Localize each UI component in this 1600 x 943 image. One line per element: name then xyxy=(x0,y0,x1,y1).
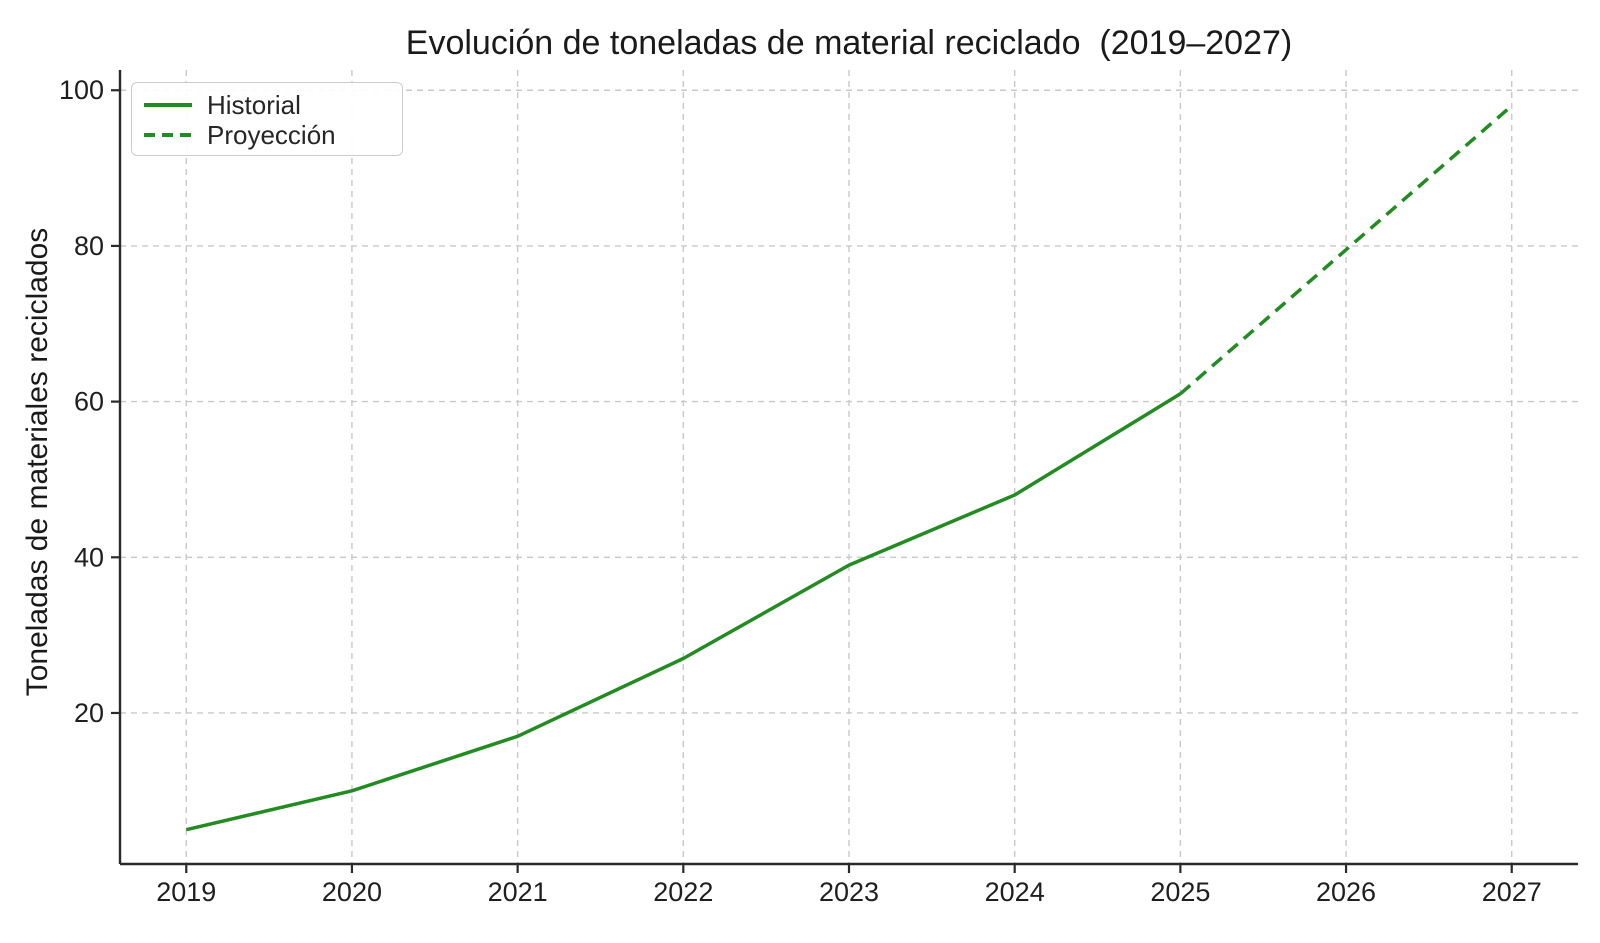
legend: Historial Proyección xyxy=(131,82,403,156)
x-tick-label: 2019 xyxy=(156,877,216,907)
historial-line xyxy=(185,392,1182,832)
x-tick-label: 2027 xyxy=(1482,877,1542,907)
legend-label-proyeccion: Proyección xyxy=(207,120,336,150)
chart-title: Evolución de toneladas de material recic… xyxy=(405,24,1293,62)
y-tick-label: 100 xyxy=(59,75,104,105)
gridlines xyxy=(120,70,1578,864)
legend-item-proyeccion: Proyección xyxy=(144,120,402,150)
legend-item-historial: Historial xyxy=(144,90,402,120)
y-tick-label: 60 xyxy=(74,387,104,417)
legend-label-historial: Historial xyxy=(207,90,301,120)
x-tick-label: 2025 xyxy=(1150,877,1210,907)
historial-line-sample-icon xyxy=(144,103,192,107)
proyeccion-line-sample-icon xyxy=(144,133,192,137)
y-tick-label: 40 xyxy=(74,542,104,572)
proyeccion-line xyxy=(1179,104,1513,396)
x-tick-label: 2026 xyxy=(1316,877,1376,907)
x-tick-label: 2024 xyxy=(985,877,1045,907)
tick-labels: 2019 2020 2021 2022 2023 2024 2025 2026 2027 20 40… xyxy=(59,75,1542,907)
y-tick-label: 80 xyxy=(74,231,104,261)
x-tick-label: 2020 xyxy=(322,877,382,907)
x-tick-label: 2021 xyxy=(488,877,548,907)
tick-marks xyxy=(111,89,1513,873)
y-tick-label: 20 xyxy=(74,698,104,728)
x-tick-label: 2023 xyxy=(819,877,879,907)
x-tick-label: 2022 xyxy=(653,877,713,907)
